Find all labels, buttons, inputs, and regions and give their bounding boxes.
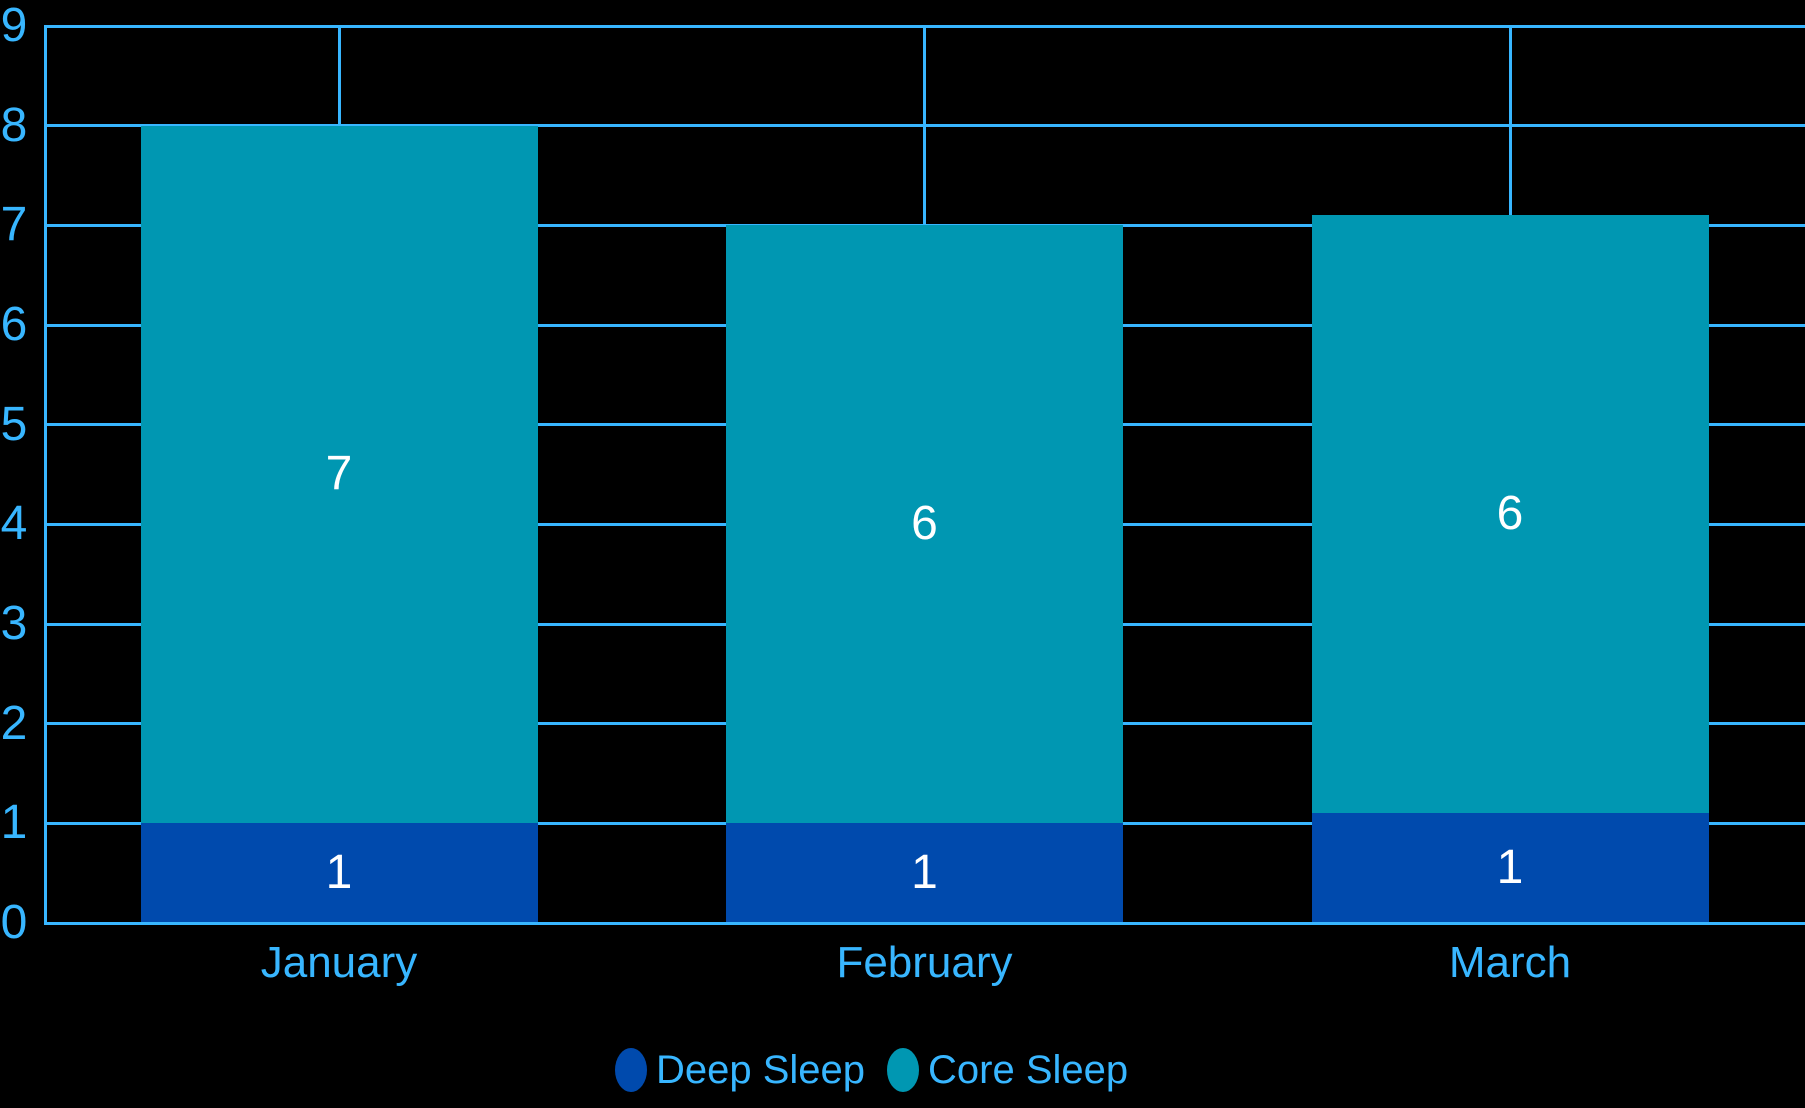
bar-value-label: 1 — [325, 846, 353, 900]
y-tick-label-3: 3 — [0, 597, 28, 650]
bar-segment-deep-sleep-january: 1 — [140, 823, 538, 923]
bar-value-label: 1 — [1496, 841, 1524, 895]
bar-value-label: 6 — [911, 497, 938, 551]
legend: Deep Sleep Core Sleep — [615, 1048, 1128, 1092]
bar-segment-core-sleep-february: 6 — [726, 225, 1123, 824]
legend-item-deep-sleep: Deep Sleep — [615, 1048, 865, 1092]
bar-segment-deep-sleep-february: 1 — [726, 823, 1123, 923]
y-tick-label-5: 5 — [0, 397, 28, 451]
x-axis-baseline — [43, 921, 1805, 925]
y-tick-label-6: 6 — [0, 298, 28, 351]
y-tick-label-8: 8 — [0, 98, 28, 152]
y-axis-line — [43, 24, 47, 925]
bar-segment-deep-sleep-march: 1 — [1311, 813, 1709, 923]
legend-marker-core-sleep-icon — [887, 1048, 920, 1092]
legend-item-core-sleep: Core Sleep — [887, 1048, 1128, 1092]
bar-value-label: 6 — [1496, 487, 1524, 541]
bar-segment-core-sleep-january: 7 — [140, 125, 538, 824]
y-tick-label-2: 2 — [0, 696, 28, 750]
y-tick-label-9: 9 — [0, 0, 28, 52]
y-tick-label-7: 7 — [0, 198, 28, 252]
bar-value-label: 7 — [325, 447, 353, 501]
x-category-label-january: January — [260, 938, 418, 987]
x-category-label-february: February — [836, 938, 1013, 987]
x-category-label-march: March — [1448, 938, 1572, 987]
legend-label-core-sleep: Core Sleep — [928, 1048, 1129, 1092]
legend-label-deep-sleep: Deep Sleep — [656, 1048, 866, 1092]
y-tick-label-4: 4 — [0, 497, 28, 551]
y-tick-label-0: 0 — [0, 896, 28, 949]
bar-segment-core-sleep-march: 6 — [1311, 215, 1709, 814]
y-tick-label-1: 1 — [0, 796, 28, 850]
bar-value-label: 1 — [911, 846, 938, 900]
legend-marker-deep-sleep-icon — [615, 1048, 647, 1092]
